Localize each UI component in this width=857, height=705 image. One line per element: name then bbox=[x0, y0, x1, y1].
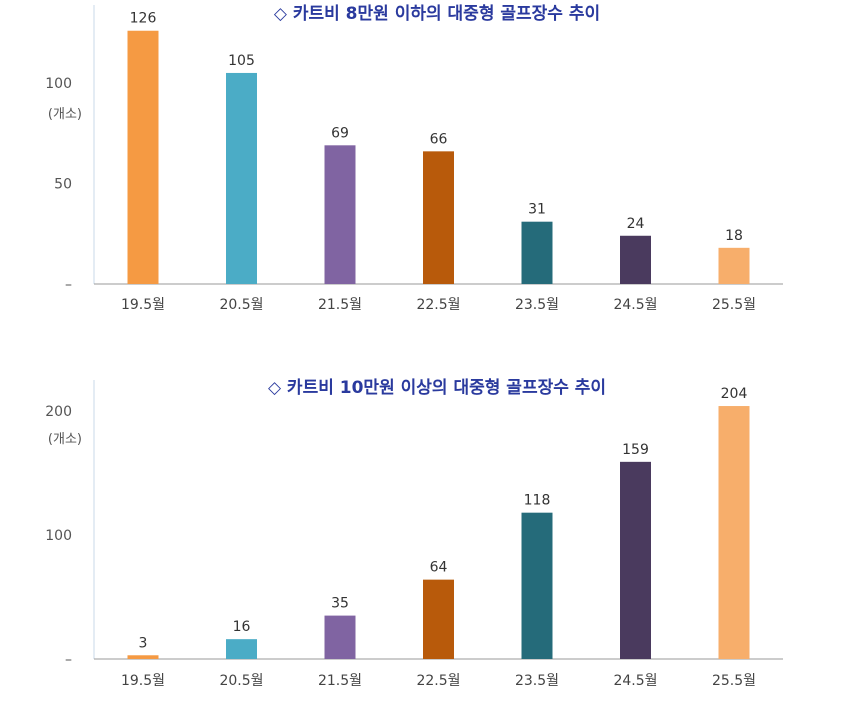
bar-24.5월 bbox=[620, 461, 651, 659]
bar-25.5월 bbox=[718, 406, 750, 659]
bar-19.5월 bbox=[127, 655, 159, 659]
data-label: 69 bbox=[331, 125, 349, 141]
x-tick-label: 21.5월 bbox=[318, 673, 362, 689]
y-tick-label: 100 bbox=[45, 76, 72, 92]
x-tick-label: 23.5월 bbox=[515, 297, 559, 313]
bar-25.5월 bbox=[718, 247, 750, 284]
y-tick-label: – bbox=[65, 652, 72, 668]
chart-title: ◇ 카트비 8만원 이하의 대중형 골프장수 추이 bbox=[274, 3, 600, 24]
data-label: 159 bbox=[622, 442, 649, 458]
y-tick-label: 50 bbox=[54, 177, 72, 193]
bar-22.5월 bbox=[423, 151, 454, 284]
x-tick-label: 19.5월 bbox=[121, 297, 165, 313]
bar-19.5월 bbox=[127, 30, 159, 284]
bar-20.5월 bbox=[226, 72, 257, 284]
bar-21.5월 bbox=[324, 615, 356, 659]
data-label: 24 bbox=[627, 216, 645, 232]
bar-20.5월 bbox=[226, 639, 257, 659]
chart-2: ◇ 카트비 10만원 이상의 대중형 골프장수 추이 – 100 200 (개소) 3 19… bbox=[45, 377, 783, 689]
bar-21.5월 bbox=[324, 145, 356, 284]
data-label: 16 bbox=[233, 619, 251, 635]
x-tick-label: 25.5월 bbox=[712, 297, 756, 313]
y-tick-label: 100 bbox=[45, 528, 72, 544]
data-label: 64 bbox=[430, 560, 448, 576]
data-label: 126 bbox=[130, 11, 157, 27]
chart-title: ◇ 카트비 10만원 이상의 대중형 골프장수 추이 bbox=[268, 377, 606, 398]
x-tick-label: 21.5월 bbox=[318, 297, 362, 313]
data-label: 35 bbox=[331, 596, 349, 612]
y-unit-label: (개소) bbox=[48, 432, 82, 447]
y-tick-label: – bbox=[65, 277, 72, 293]
x-tick-label: 19.5월 bbox=[121, 673, 165, 689]
data-label: 18 bbox=[725, 228, 743, 244]
x-tick-label: 24.5월 bbox=[613, 297, 657, 313]
chart-1: ◇ 카트비 8만원 이하의 대중형 골프장수 추이 – 50 100 (개소) 126 19… bbox=[45, 3, 783, 313]
x-tick-label: 20.5월 bbox=[219, 673, 263, 689]
x-tick-label: 25.5월 bbox=[712, 673, 756, 689]
y-tick-label: 200 bbox=[45, 404, 72, 420]
data-label: 204 bbox=[721, 386, 748, 402]
x-tick-label: 22.5월 bbox=[416, 297, 460, 313]
x-tick-label: 24.5월 bbox=[613, 673, 657, 689]
data-label: 31 bbox=[528, 202, 546, 218]
x-tick-label: 22.5월 bbox=[416, 673, 460, 689]
data-label: 3 bbox=[139, 635, 148, 651]
bar-23.5월 bbox=[521, 221, 553, 284]
bar-24.5월 bbox=[620, 235, 651, 284]
data-label: 66 bbox=[430, 131, 448, 147]
bar-23.5월 bbox=[521, 512, 553, 659]
x-tick-label: 20.5월 bbox=[219, 297, 263, 313]
x-tick-label: 23.5월 bbox=[515, 673, 559, 689]
data-label: 118 bbox=[524, 493, 551, 509]
data-label: 105 bbox=[228, 53, 255, 69]
bar-22.5월 bbox=[423, 579, 454, 659]
y-unit-label: (개소) bbox=[48, 107, 82, 122]
